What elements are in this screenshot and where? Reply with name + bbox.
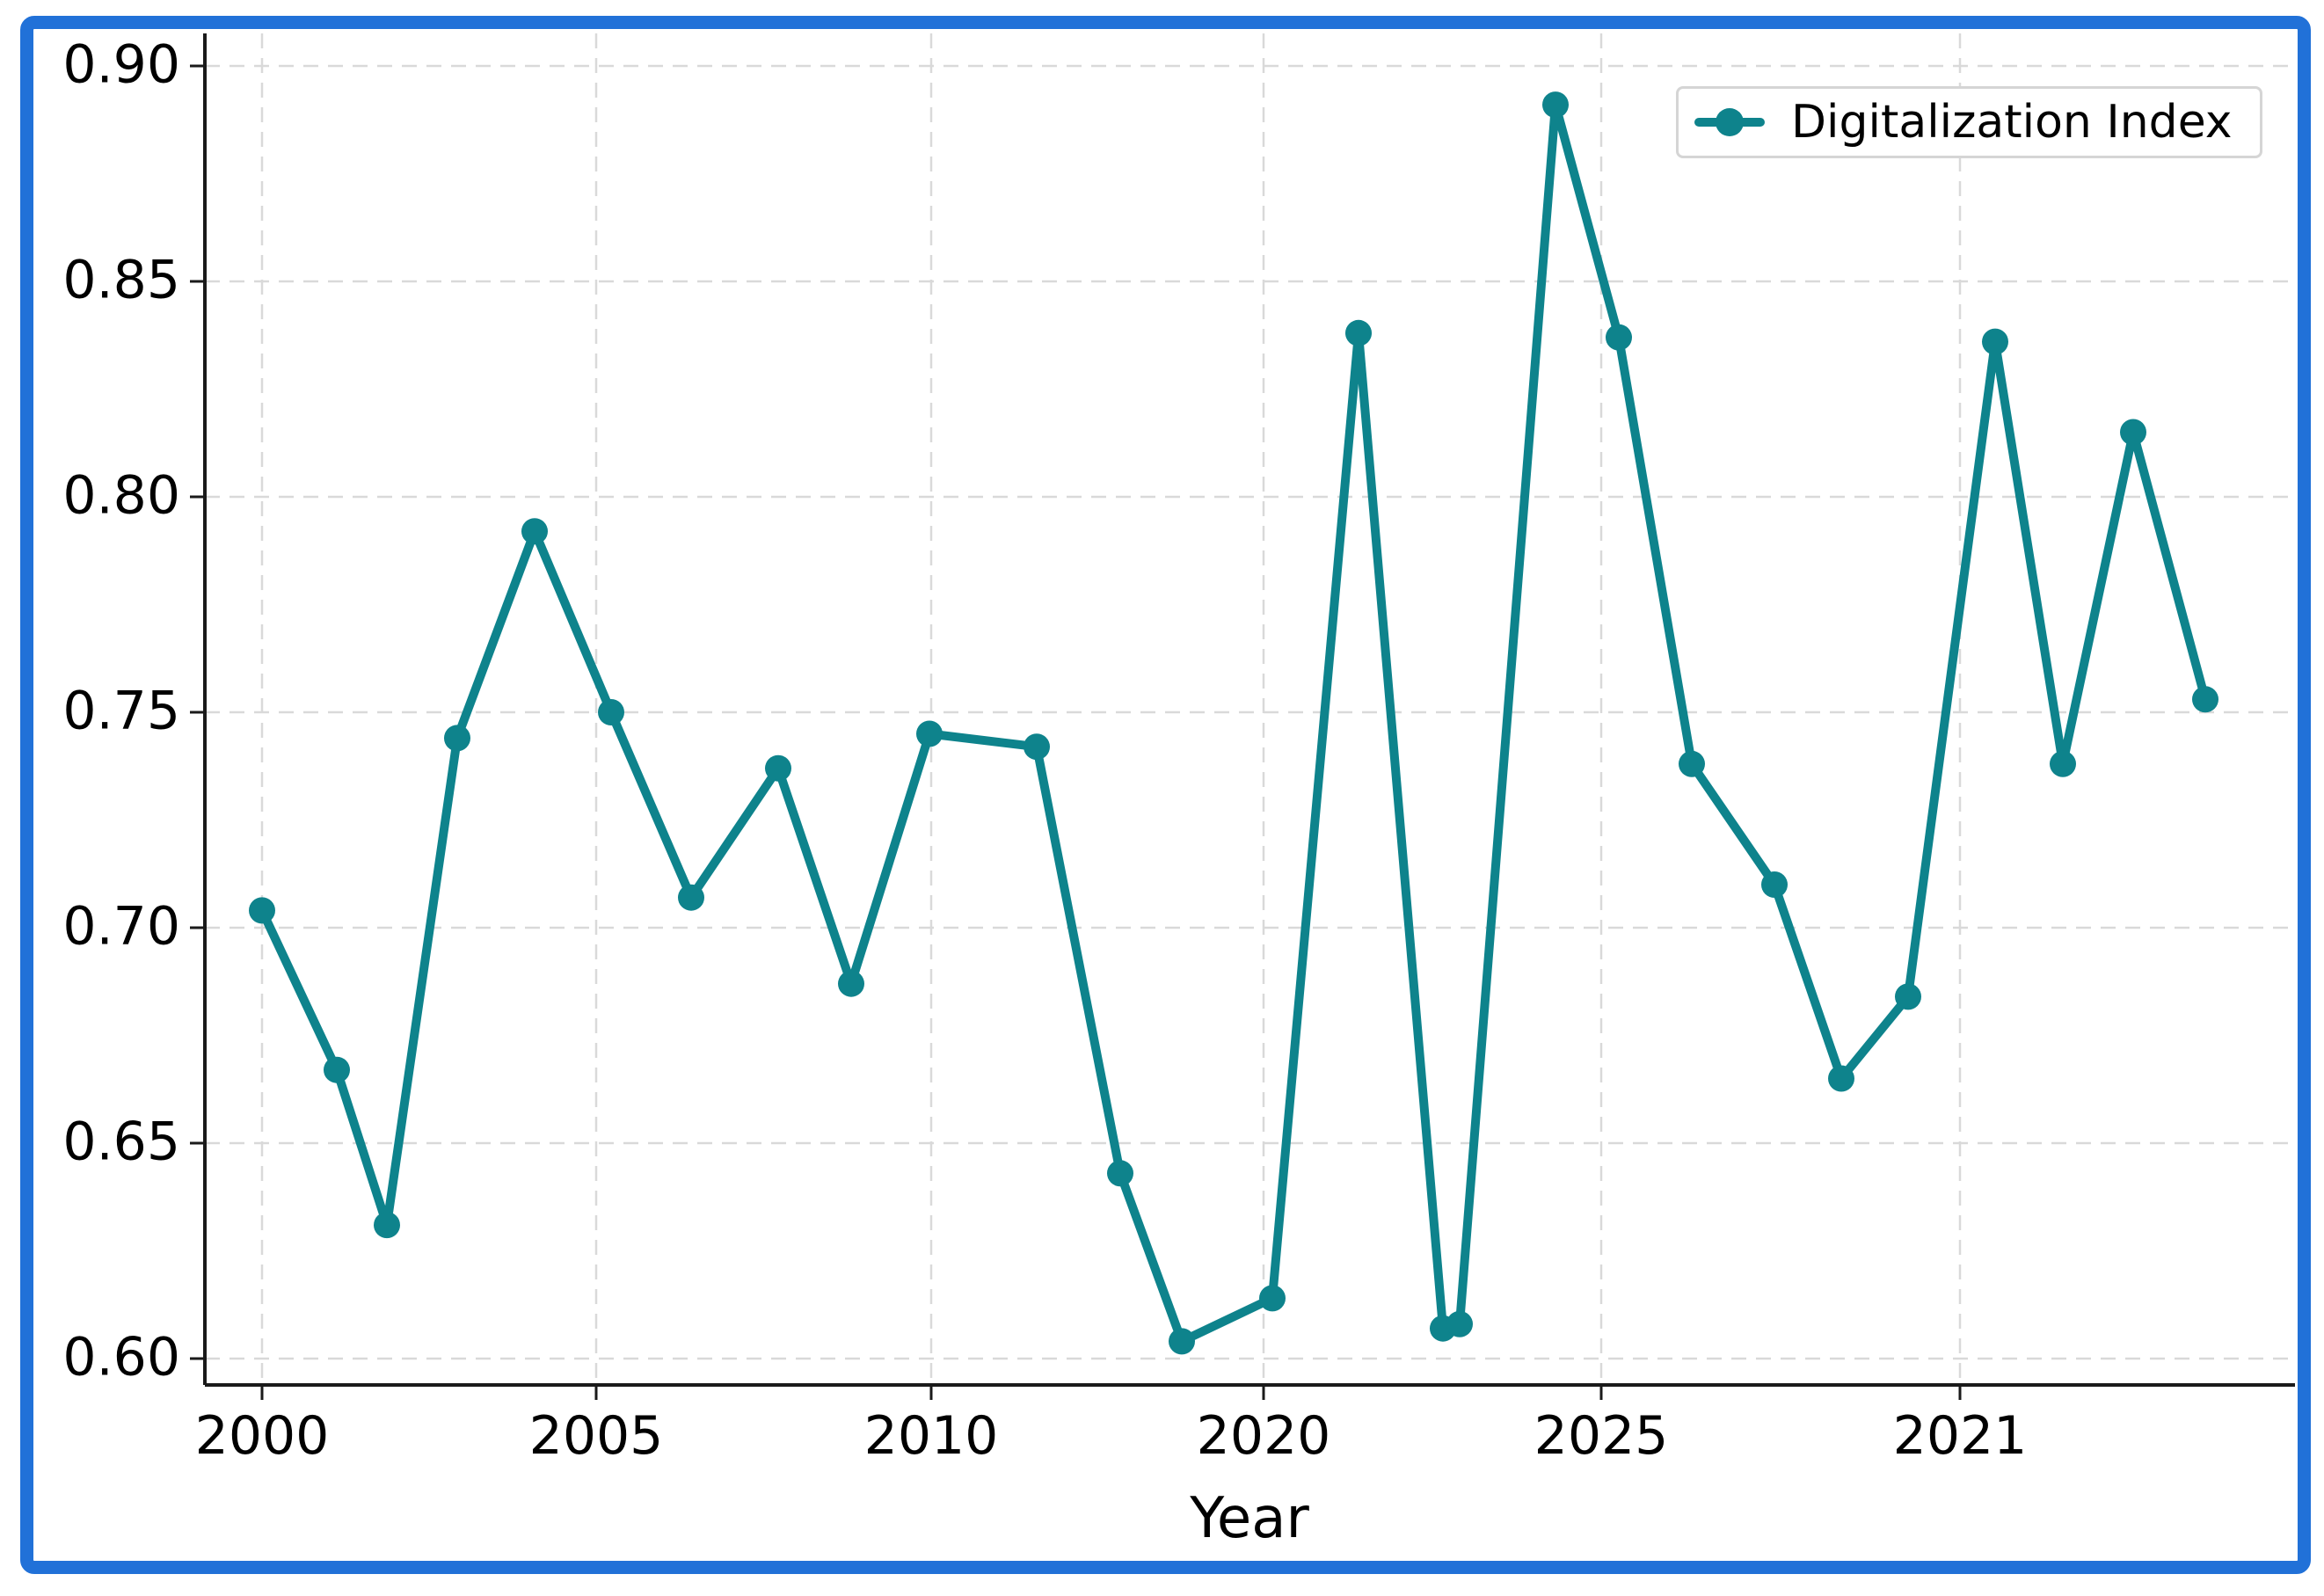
y-axis-tick-label: 0.65	[62, 1111, 180, 1173]
data-point	[1345, 319, 1372, 346]
data-point	[2192, 686, 2218, 713]
legend-line-swatch	[1694, 108, 1765, 136]
x-axis-title: Year	[1190, 1486, 1309, 1551]
data-point	[444, 725, 470, 752]
data-point	[1024, 733, 1050, 761]
legend-label: Digitalization Index	[1791, 96, 2233, 149]
data-point	[1895, 983, 1921, 1010]
y-axis-tick-label: 0.90	[62, 33, 180, 96]
data-point	[1828, 1065, 1854, 1092]
data-point	[2050, 750, 2076, 777]
x-axis-tick-label: 2020	[1196, 1405, 1331, 1467]
data-point	[598, 699, 624, 725]
data-point	[916, 720, 943, 747]
data-point	[1606, 324, 1632, 351]
data-point	[678, 884, 704, 911]
data-point	[374, 1212, 400, 1239]
data-point	[1761, 871, 1788, 898]
x-axis-tick-label: 2021	[1892, 1405, 2028, 1467]
data-point	[1107, 1160, 1133, 1187]
data-point	[521, 518, 548, 545]
data-point	[765, 754, 791, 782]
data-point	[1679, 750, 1705, 777]
data-point	[249, 897, 275, 924]
x-axis-tick-label: 2010	[863, 1405, 999, 1467]
figure-border	[20, 16, 2311, 1574]
y-axis-tick-label: 0.70	[62, 895, 180, 958]
legend-marker-icon	[1716, 108, 1744, 136]
data-point	[2120, 419, 2146, 446]
data-point	[1259, 1285, 1286, 1312]
data-point	[838, 970, 864, 997]
y-axis-tick-label: 0.80	[62, 464, 180, 527]
data-point	[1542, 91, 1569, 119]
legend: Digitalization Index	[1676, 86, 2262, 158]
y-axis-tick-label: 0.75	[62, 680, 180, 742]
data-point	[1982, 328, 2008, 355]
data-point	[1446, 1310, 1473, 1337]
x-axis-tick-label: 2000	[194, 1405, 330, 1467]
data-point	[324, 1056, 350, 1083]
data-line	[258, 100, 2210, 1346]
y-axis-tick-label: 0.60	[62, 1326, 180, 1388]
x-axis-tick-label: 2025	[1534, 1405, 1669, 1467]
y-axis-tick-label: 0.85	[62, 249, 180, 311]
data-point	[1169, 1328, 1195, 1355]
x-axis-tick-label: 2005	[528, 1405, 664, 1467]
